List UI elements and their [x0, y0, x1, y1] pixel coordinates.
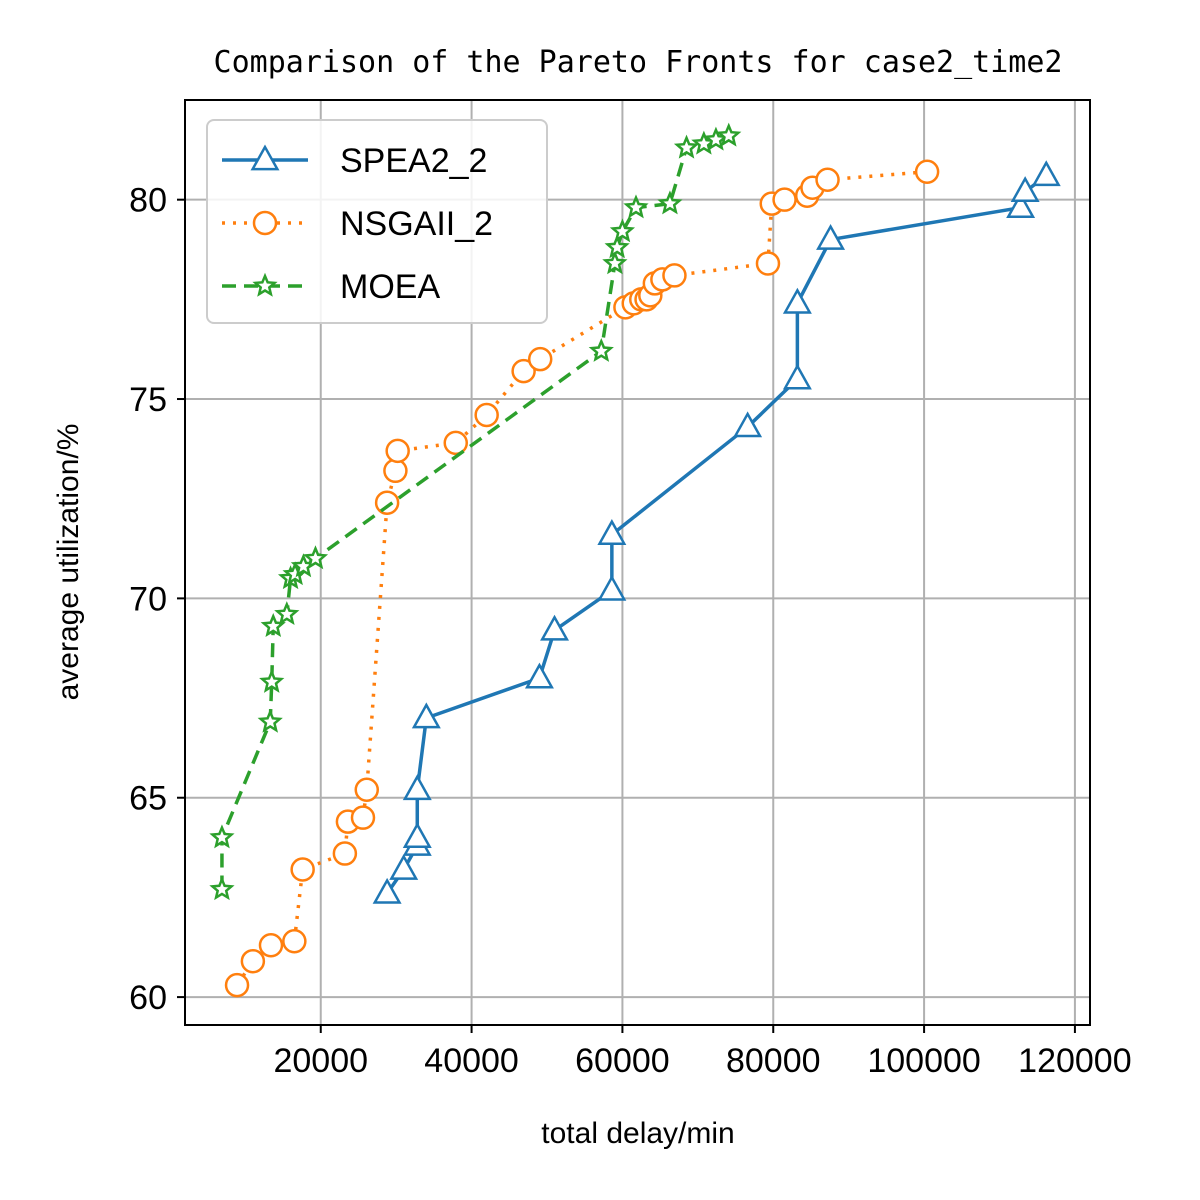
data-point-nsgaii-2 [240, 948, 266, 974]
axis-ticks: 20000 40000 60000 80000 100000 120000 60 65 70 75… [129, 182, 1131, 1080]
x-tick-label: 120000 [1018, 1042, 1131, 1080]
data-point-moea [259, 668, 285, 693]
data-point-spea2-2 [733, 411, 763, 438]
data-point-spea2-2 [782, 363, 812, 390]
series-moea [209, 122, 742, 901]
data-point-moea [302, 545, 329, 570]
data-point-nsgaii-2 [914, 159, 940, 185]
data-point-nsgaii-2 [755, 251, 781, 276]
data-point-spea2-2 [524, 662, 554, 689]
data-point-spea2-2 [372, 877, 402, 904]
legend-label-moea: MOEA [340, 268, 440, 306]
chart-title: Comparison of the Pareto Fronts for case… [214, 45, 1063, 80]
data-point-nsgaii-2 [443, 430, 468, 456]
data-point-nsgaii-2 [224, 972, 250, 998]
data-point-spea2-2 [540, 614, 570, 641]
data-point-nsgaii-2 [282, 929, 307, 954]
data-point-spea2-2 [1006, 192, 1036, 219]
data-point-moea [588, 337, 614, 362]
data-point-spea2-2 [402, 774, 432, 801]
legend-entry-moea: MOEA [222, 268, 440, 306]
x-tick-label: 40000 [424, 1042, 519, 1080]
data-point-nsgaii-2 [772, 187, 797, 212]
data-point-spea2-2 [411, 702, 441, 729]
data-point-nsgaii-2 [815, 167, 840, 192]
data-point-moea [274, 601, 300, 626]
y-axis-label: average utilization/% [52, 424, 85, 701]
y-tick-label: 80 [129, 182, 167, 220]
x-tick-label: 100000 [867, 1042, 980, 1080]
legend-marker-spea2-2 [250, 144, 280, 171]
plot-frame [184, 99, 1091, 1026]
x-tick-label: 60000 [575, 1042, 670, 1080]
data-point-nsgaii-2 [474, 402, 499, 428]
series-nsgaii-2 [224, 159, 940, 998]
data-point-spea2-2 [597, 519, 627, 545]
y-tick-label: 75 [129, 381, 167, 419]
data-point-nsgaii-2 [511, 358, 536, 384]
data-point-spea2-2 [597, 574, 627, 601]
legend-label-nsgaii-2: NSGAII_2 [340, 205, 493, 243]
data-point-moea [673, 134, 700, 159]
legend: SPEA2_2 NSGAII_2 MOEA [206, 119, 548, 324]
series-layer [209, 122, 1061, 998]
data-point-spea2-2 [782, 287, 812, 314]
data-point-nsgaii-2 [350, 805, 376, 830]
legend-entry-nsgaii-2: NSGAII_2 [222, 205, 493, 243]
data-point-moea [604, 234, 630, 259]
data-point-moea [602, 250, 628, 275]
data-point-nsgaii-2 [290, 857, 315, 882]
data-point-nsgaii-2 [385, 438, 410, 464]
legend-box [206, 119, 548, 324]
data-point-spea2-2 [816, 223, 846, 250]
y-tick-label: 60 [129, 979, 167, 1017]
data-point-nsgaii-2 [258, 933, 284, 958]
data-point-moea [623, 194, 649, 219]
legend-entry-spea2-2: SPEA2_2 [222, 142, 487, 180]
data-point-spea2-2 [402, 822, 432, 848]
data-point-spea2-2 [1031, 160, 1061, 187]
data-point-moea [209, 876, 235, 901]
data-point-moea [209, 824, 235, 849]
data-point-nsgaii-2 [527, 346, 553, 372]
data-point-spea2-2 [389, 853, 419, 880]
x-axis-label: total delay/min [541, 1117, 734, 1150]
x-tick-label: 20000 [273, 1042, 368, 1080]
legend-items: SPEA2_2 NSGAII_2 MOEA [222, 142, 493, 306]
x-tick-label: 80000 [726, 1042, 821, 1080]
y-tick-label: 65 [129, 780, 167, 818]
data-point-spea2-2 [1010, 176, 1040, 203]
legend-label-spea2-2: SPEA2_2 [340, 142, 487, 180]
data-point-nsgaii-2 [332, 841, 358, 866]
data-point-moea [657, 190, 683, 215]
data-point-moea [609, 218, 636, 243]
data-point-moea [257, 708, 283, 733]
data-point-nsgaii-2 [662, 263, 687, 288]
legend-marker-moea [252, 272, 278, 297]
data-point-nsgaii-2 [383, 458, 408, 484]
data-point-nsgaii-2 [354, 777, 380, 803]
series-spea2-2 [372, 160, 1061, 904]
data-point-nsgaii-2 [374, 490, 400, 515]
y-tick-label: 70 [129, 580, 167, 618]
data-point-moea [716, 122, 742, 147]
legend-marker-nsgaii-2 [252, 210, 278, 236]
